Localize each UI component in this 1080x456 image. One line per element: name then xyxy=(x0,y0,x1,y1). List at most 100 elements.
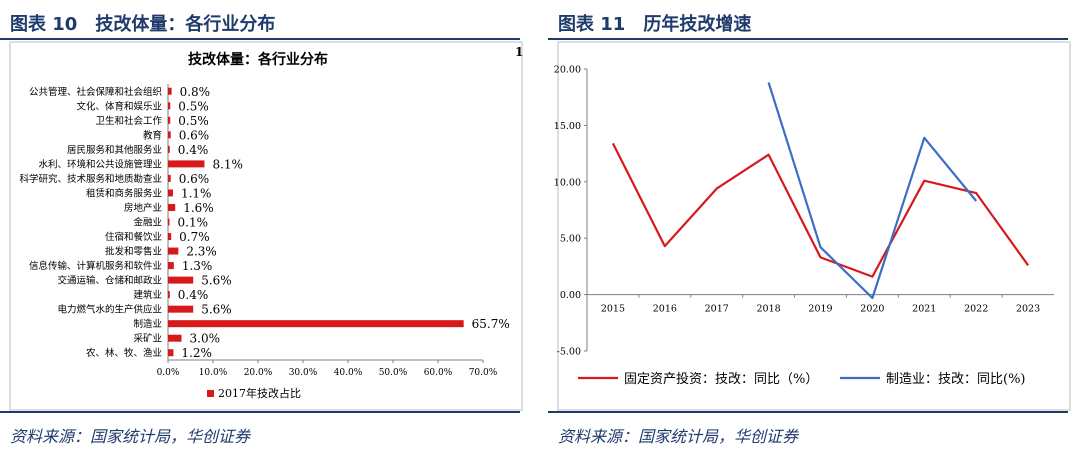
value-label: 0.6% xyxy=(179,128,210,142)
left-figure-panel: 图表 10 技改体量：各行业分布 技改体量：各行业分布 1 0.0% 10.0% 20.… xyxy=(0,0,532,456)
legend-label: 制造业：技改：同比(%) xyxy=(886,372,1026,387)
category-label: 居民服务和其他服务业 xyxy=(67,144,162,156)
bar xyxy=(168,174,171,182)
value-label: 0.4% xyxy=(178,288,209,302)
x-tick-label: 50.0% xyxy=(379,368,408,378)
category-label: 科学研究、技术服务和地质勘查业 xyxy=(19,173,162,185)
series-line xyxy=(611,142,1029,278)
category-label: 电力燃气水的生产供应业 xyxy=(57,304,162,316)
y-tick-label: 0.00 xyxy=(560,290,581,301)
value-label: 0.6% xyxy=(179,172,210,186)
bar xyxy=(168,262,174,270)
bar xyxy=(168,305,194,313)
bar xyxy=(168,247,179,255)
category-label: 住宿和餐饮业 xyxy=(105,231,162,243)
x-tick-label: 2022 xyxy=(964,304,988,315)
right-figure-panel: 图表 11 历年技改增速 20.00 15.00 10.00 5.00 0.00 -5.0… xyxy=(548,0,1080,456)
value-label: 1.2% xyxy=(181,346,212,360)
chart-frame xyxy=(9,41,523,411)
value-label: 0.5% xyxy=(178,114,209,128)
category-label: 交通运输、仓储和邮政业 xyxy=(57,275,162,287)
bar xyxy=(168,291,170,299)
category-label: 制造业 xyxy=(133,318,162,330)
value-label: 0.7% xyxy=(179,230,210,244)
bar xyxy=(168,189,173,197)
bar xyxy=(168,334,182,342)
source-note: 资料来源：国家统计局，华创证券 xyxy=(10,427,251,446)
figure-title: 图表 11 历年技改增速 xyxy=(558,14,752,35)
category-label: 卫生和社会工作 xyxy=(95,115,162,127)
corner-mark: 1 xyxy=(515,45,523,59)
chart-frame xyxy=(557,41,1071,411)
value-label: 5.6% xyxy=(201,303,232,317)
legend-label: 固定资产投资：技改：同比（%） xyxy=(624,371,818,387)
bar xyxy=(168,116,171,124)
x-tick-label: 30.0% xyxy=(289,368,318,378)
x-tick-label: 20.0% xyxy=(244,368,273,378)
bar xyxy=(168,145,170,153)
value-label: 0.8% xyxy=(180,85,211,99)
y-tick-label: -5.00 xyxy=(557,347,581,358)
x-tick-label: 10.0% xyxy=(199,368,228,378)
bar xyxy=(168,203,176,211)
category-label: 采矿业 xyxy=(133,333,162,345)
category-label: 农、林、牧、渔业 xyxy=(86,347,162,359)
x-tick-label: 2020 xyxy=(860,304,884,315)
value-label: 3.0% xyxy=(190,332,221,346)
value-label: 1.1% xyxy=(181,186,212,200)
category-label: 房地产业 xyxy=(124,202,162,214)
x-tick-label: 2016 xyxy=(653,304,677,315)
x-tick-label: 40.0% xyxy=(334,368,363,378)
bar xyxy=(168,87,172,95)
category-label: 租赁和商务服务业 xyxy=(86,187,162,199)
x-tick-label: 0.0% xyxy=(157,368,180,378)
x-tick-label: 2023 xyxy=(1016,304,1040,315)
bar xyxy=(168,102,171,110)
bar xyxy=(168,218,170,226)
bar xyxy=(168,160,205,168)
bar xyxy=(168,320,464,328)
bar xyxy=(168,131,171,139)
value-label: 0.1% xyxy=(178,216,209,230)
source-note: 资料来源：国家统计局，华创证券 xyxy=(558,427,799,446)
category-label: 公共管理、社会保障和社会组织 xyxy=(29,86,162,98)
value-label: 1.3% xyxy=(182,259,213,273)
category-label: 水利、环境和公共设施管理业 xyxy=(38,158,162,170)
x-tick-label: 2018 xyxy=(757,304,781,315)
title-rule xyxy=(548,38,1068,40)
y-tick-label: 10.00 xyxy=(554,177,581,188)
value-label: 8.1% xyxy=(212,157,243,171)
value-label: 0.4% xyxy=(178,143,209,157)
value-label: 0.5% xyxy=(178,99,209,113)
value-label: 2.3% xyxy=(186,245,217,259)
y-tick-label: 20.00 xyxy=(554,65,581,76)
bar xyxy=(168,233,172,241)
chart-title: 技改体量：各行业分布 xyxy=(188,51,328,68)
value-label: 5.6% xyxy=(201,274,232,288)
legend-swatch xyxy=(207,390,214,397)
bar xyxy=(168,276,194,284)
y-tick-label: 5.00 xyxy=(560,234,581,245)
category-label: 建筑业 xyxy=(133,289,162,301)
figure-title: 图表 10 技改体量：各行业分布 xyxy=(10,14,276,35)
category-label: 信息传输、计算机服务和软件业 xyxy=(29,260,162,272)
source-rule xyxy=(548,411,1068,413)
category-label: 文化、体育和娱乐业 xyxy=(76,100,162,112)
title-rule xyxy=(0,38,520,40)
value-label: 65.7% xyxy=(472,317,510,331)
x-tick-label: 2015 xyxy=(601,304,625,315)
source-rule xyxy=(0,411,520,413)
x-tick-label: 60.0% xyxy=(424,368,453,378)
value-label: 1.6% xyxy=(183,201,214,215)
bar-chart: 技改体量：各行业分布 10.0% 10.0% 20.0% 30.0% 40.0% 50.0%… xyxy=(9,41,523,411)
x-tick-label: 2021 xyxy=(912,304,936,315)
line-chart: 20.00 15.00 10.00 5.00 0.00 -5.00 2015 2016 2017… xyxy=(554,41,1071,411)
bar xyxy=(168,349,174,357)
x-tick-label: 70.0% xyxy=(469,368,498,378)
x-tick-label: 2017 xyxy=(705,304,729,315)
legend-label: 2017年技改占比 xyxy=(218,386,301,400)
series-line xyxy=(767,82,978,300)
category-label: 金融业 xyxy=(133,217,162,229)
category-label: 批发和零售业 xyxy=(105,246,162,258)
x-tick-label: 2019 xyxy=(808,304,832,315)
